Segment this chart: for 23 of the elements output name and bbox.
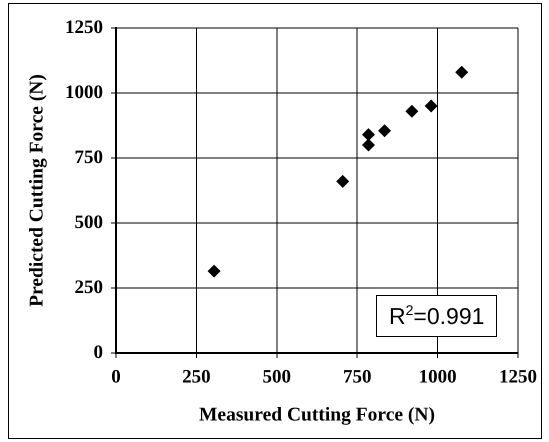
x-tick-label: 750 (342, 366, 372, 388)
point (378, 124, 392, 138)
y-tick-label: 0 (94, 342, 103, 363)
x-tick-label: 1250 (499, 366, 537, 388)
x-tick-label: 250 (182, 366, 211, 388)
y-axis-title: Predicted Cutting Force (N) (26, 74, 48, 307)
point (424, 100, 438, 112)
point (208, 264, 221, 278)
x-tick-label: 500 (262, 366, 292, 388)
point (405, 104, 418, 118)
y-tick-label: 1250 (65, 16, 103, 38)
point (362, 128, 375, 142)
x-axis-title: Measured Cutting Force (N) (199, 404, 435, 426)
y-tick-label: 750 (74, 146, 103, 168)
x-tick-label: 0 (111, 366, 121, 388)
point (336, 174, 350, 188)
annotation: R$^{2}$=0.991 (376, 295, 498, 337)
y-tick-label: 250 (74, 276, 103, 298)
y-tick-label: 500 (74, 212, 103, 233)
point (362, 138, 375, 152)
y-tick-label: 1000 (65, 82, 103, 103)
point (455, 66, 468, 79)
x-tick-label: 1000 (418, 366, 457, 388)
